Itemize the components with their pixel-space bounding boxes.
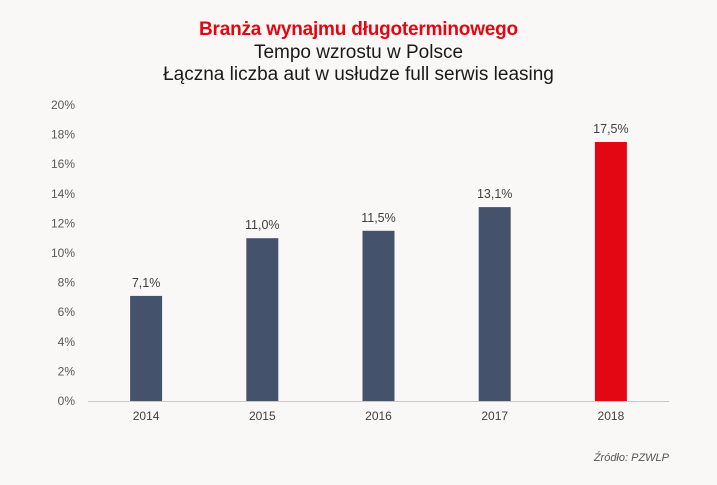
x-tick-label: 2016 [365, 409, 392, 423]
bar [130, 295, 163, 401]
y-tick-label: 14% [51, 187, 75, 201]
source-note: Źródło: PZWLP [593, 452, 669, 464]
y-tick-label: 6% [58, 305, 76, 319]
data-label: 11,0% [245, 218, 280, 232]
chart-subtitle-1: Tempo wzrostu w Polsce [253, 42, 464, 63]
chart-title: Branża wynajmu długoterminowego [199, 19, 518, 40]
bar [594, 142, 627, 401]
chart-titles: Branża wynajmu długoterminowego Tempo wz… [0, 18, 717, 86]
bar [478, 207, 511, 401]
bar [362, 230, 395, 401]
y-tick-label: 8% [58, 276, 76, 290]
y-tick-label: 20% [51, 98, 75, 112]
y-tick-label: 10% [51, 246, 75, 260]
data-label: 17,5% [593, 122, 628, 136]
x-tick-label: 2015 [249, 409, 276, 423]
x-tick-label: 2017 [481, 409, 508, 423]
y-tick-label: 18% [51, 128, 75, 142]
y-tick-label: 12% [51, 216, 75, 230]
data-label: 13,1% [477, 187, 512, 201]
data-label: 11,5% [361, 211, 396, 225]
y-tick-label: 16% [51, 157, 75, 171]
data-label: 7,1% [132, 276, 161, 290]
x-tick-label: 2014 [133, 409, 160, 423]
y-tick-label: 0% [58, 394, 76, 408]
bar [246, 238, 279, 401]
y-tick-label: 2% [58, 364, 76, 378]
y-tick-label: 4% [58, 335, 76, 349]
chart-subtitle-2: Łączna liczba aut w usłudze full serwis … [163, 64, 554, 85]
x-tick-label: 2018 [598, 409, 625, 423]
